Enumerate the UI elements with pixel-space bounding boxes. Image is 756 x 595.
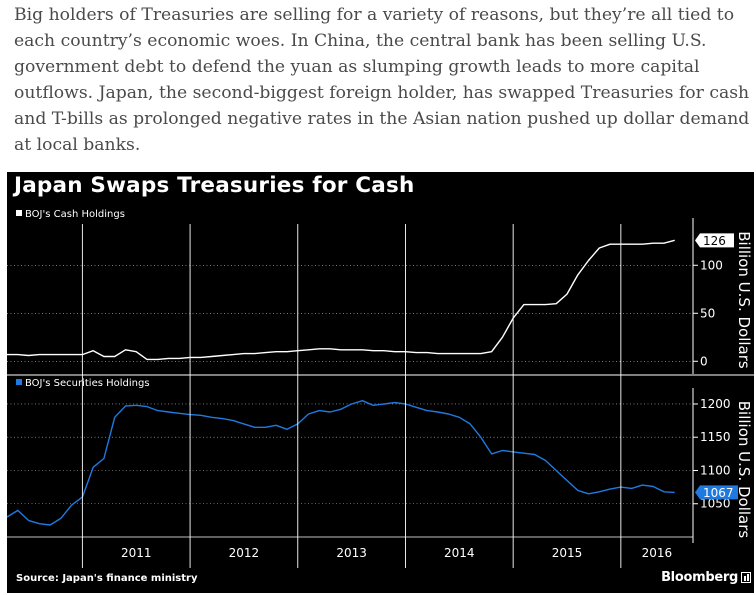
x-tick-label-2015: 2015 (552, 546, 583, 560)
chart-title: Japan Swaps Treasuries for Cash (14, 173, 415, 198)
chart-badge-icon (741, 572, 751, 583)
legend-label-1: BOJ's Cash Holdings (25, 209, 125, 220)
y-tick-label-1-1: 50 (700, 306, 715, 320)
x-tick-label-2011: 2011 (121, 546, 152, 560)
chart-container: Japan Swaps Treasuries for Cash BOJ's Ca… (7, 172, 754, 593)
x-tick-label-2014: 2014 (444, 546, 475, 560)
legend-label-2: BOJ's Securities Holdings (25, 378, 150, 389)
y-tick-label-1-2: 100 (700, 258, 723, 272)
x-tick-label-2016: 2016 (642, 546, 673, 560)
y-axis-unit-label-2: Billion U.S. Dollars (735, 401, 753, 539)
y-tick-label-2-3: 1200 (700, 397, 731, 411)
x-tick-label-2012: 2012 (229, 546, 260, 560)
x-tick-label-2013: 2013 (336, 546, 367, 560)
article-paragraph: Big holders of Treasuries are selling fo… (14, 5, 750, 155)
y-tick-label-2-1: 1100 (700, 463, 731, 477)
y-axis-unit-label-1: Billion U.S. Dollars (735, 231, 753, 369)
y-tick-label-2-2: 1150 (700, 430, 731, 444)
last-value-box-2 (695, 485, 738, 500)
chart-source: Source: Japan's finance ministry (16, 573, 198, 584)
series-line-2 (7, 400, 675, 526)
last-value-label-2: 1067 (703, 486, 734, 500)
bloomberg-logo: Bloomberg (661, 570, 738, 585)
last-value-box-1 (695, 233, 734, 248)
y-tick-label-2-0: 1050 (700, 497, 731, 511)
legend-swatch-1 (16, 210, 22, 216)
series-line-1 (7, 239, 675, 361)
legend-swatch-2 (16, 379, 22, 385)
chart-svg: BOJ's Cash Holdings 0 50 100 126 Billion U.S.… (7, 209, 754, 568)
last-value-label-1: 126 (703, 234, 726, 248)
y-tick-label-1-0: 0 (700, 354, 708, 368)
